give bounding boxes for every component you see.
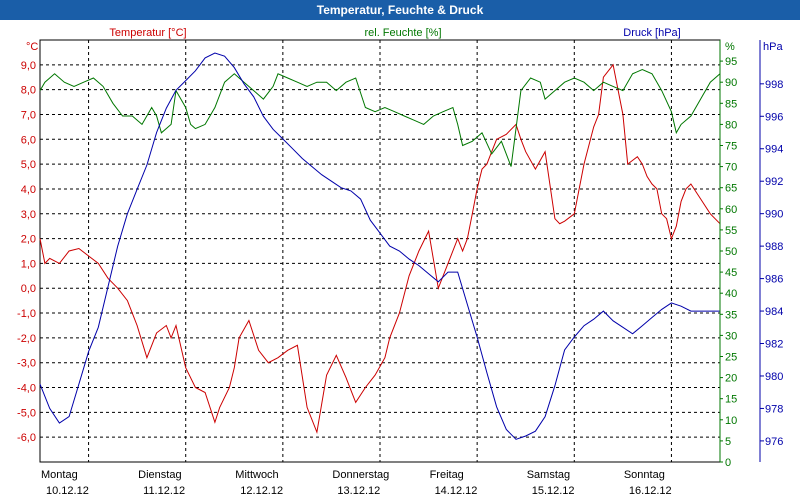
series-lines (39, 52, 721, 440)
humidity-tick-label: 85 (725, 98, 737, 110)
x-date-label: 15.12.12 (532, 485, 575, 497)
temperature-tick-label: 5,0 (21, 159, 36, 171)
temperature-tick-label: 1,0 (21, 258, 36, 270)
axes: 9,0 8,0 7,0 6,0 5,0 4,0 3,0 2,0 1,0 0,0 -1,0 -2,0 -3… (17, 40, 783, 497)
humidity-tick-label: 80 (725, 119, 737, 131)
x-date-label: 12.12.12 (240, 485, 283, 497)
pressure-tick-label: 994 (765, 144, 783, 156)
temperature-tick-label: 0,0 (21, 283, 36, 295)
x-day-label: Mittwoch (235, 469, 278, 481)
humidity-tick-label: 60 (725, 204, 737, 216)
humidity-tick-label: 70 (725, 162, 737, 174)
humidity-tick-label: 15 (725, 394, 737, 406)
temperature-tick-label: -5,0 (17, 407, 36, 419)
x-date-label: 14.12.12 (435, 485, 478, 497)
pressure-tick-label: 992 (765, 176, 783, 188)
humidity-tick-label: 40 (725, 288, 737, 300)
chart-canvas: 9,0 8,0 7,0 6,0 5,0 4,0 3,0 2,0 1,0 0,0 -1,0 -2,0 -3… (17, 27, 783, 497)
humidity-tick-label: 90 (725, 77, 737, 89)
pressure-tick-label: 980 (765, 371, 783, 383)
temperature-tick-label: -3,0 (17, 358, 36, 370)
humidity-tick-label: 50 (725, 246, 737, 258)
pressure-axis-label: Druck [hPa] (623, 27, 680, 39)
pressure-tick-label: 976 (765, 436, 783, 448)
temperature-tick-label: 6,0 (21, 134, 36, 146)
x-date-label: 11.12.12 (143, 485, 185, 497)
axis-labels: Temperatur [°C] rel. Feuchte [%] Druck [… (26, 27, 783, 53)
pressure-tick-label: 988 (765, 241, 783, 253)
humidity-unit-label: % (725, 41, 735, 53)
pressure-tick-label: 978 (765, 403, 783, 415)
x-day-label: Montag (41, 469, 78, 481)
pressure-tick-label: 996 (765, 111, 783, 123)
humidity-tick-label: 95 (725, 56, 737, 68)
series-line-temperature (39, 63, 721, 435)
humidity-tick-label: 75 (725, 141, 737, 153)
temperature-tick-label: 9,0 (21, 60, 36, 72)
temperature-tick-label: 2,0 (21, 234, 36, 246)
humidity-tick-label: 5 (725, 436, 731, 448)
humidity-tick-label: 45 (725, 267, 737, 279)
temperature-tick-label: -2,0 (17, 333, 36, 345)
temperature-tick-label: 4,0 (21, 184, 36, 196)
x-day-label: Donnerstag (332, 469, 389, 481)
humidity-tick-label: 20 (725, 373, 737, 385)
chart-title: Temperatur, Feuchte & Druck (0, 0, 800, 20)
temperature-tick-label: 8,0 (21, 85, 36, 97)
grid (39, 39, 721, 463)
x-day-label: Sonntag (624, 469, 665, 481)
x-date-label: 16.12.12 (629, 485, 672, 497)
x-day-label: Freitag (430, 469, 464, 481)
temperature-tick-label: 7,0 (21, 109, 36, 121)
x-day-label: Samstag (527, 469, 570, 481)
x-date-label: 13.12.12 (337, 485, 380, 497)
x-day-label: Dienstag (138, 469, 181, 481)
series-line-humidity (39, 68, 721, 167)
temperature-tick-label: -1,0 (17, 308, 36, 320)
humidity-tick-label: 25 (725, 352, 737, 364)
pressure-unit-label: hPa (763, 41, 783, 53)
humidity-tick-label: 0 (725, 457, 731, 469)
pressure-tick-label: 982 (765, 339, 783, 351)
temperature-unit-label: °C (26, 41, 38, 53)
series-line-pressure (39, 52, 720, 440)
x-date-label: 10.12.12 (46, 485, 89, 497)
humidity-tick-label: 10 (725, 415, 737, 427)
humidity-tick-label: 65 (725, 183, 737, 195)
humidity-axis-label: rel. Feuchte [%] (364, 27, 441, 39)
humidity-tick-label: 35 (725, 309, 737, 321)
pressure-tick-label: 990 (765, 209, 783, 221)
humidity-tick-label: 55 (725, 225, 737, 237)
pressure-tick-label: 998 (765, 79, 783, 91)
humidity-tick-label: 30 (725, 330, 737, 342)
pressure-tick-label: 984 (765, 306, 783, 318)
temperature-axis-label: Temperatur [°C] (109, 27, 186, 39)
temperature-tick-label: 3,0 (21, 209, 36, 221)
temperature-tick-label: -4,0 (17, 383, 36, 395)
pressure-tick-label: 986 (765, 274, 783, 286)
temperature-tick-label: -6,0 (17, 432, 36, 444)
